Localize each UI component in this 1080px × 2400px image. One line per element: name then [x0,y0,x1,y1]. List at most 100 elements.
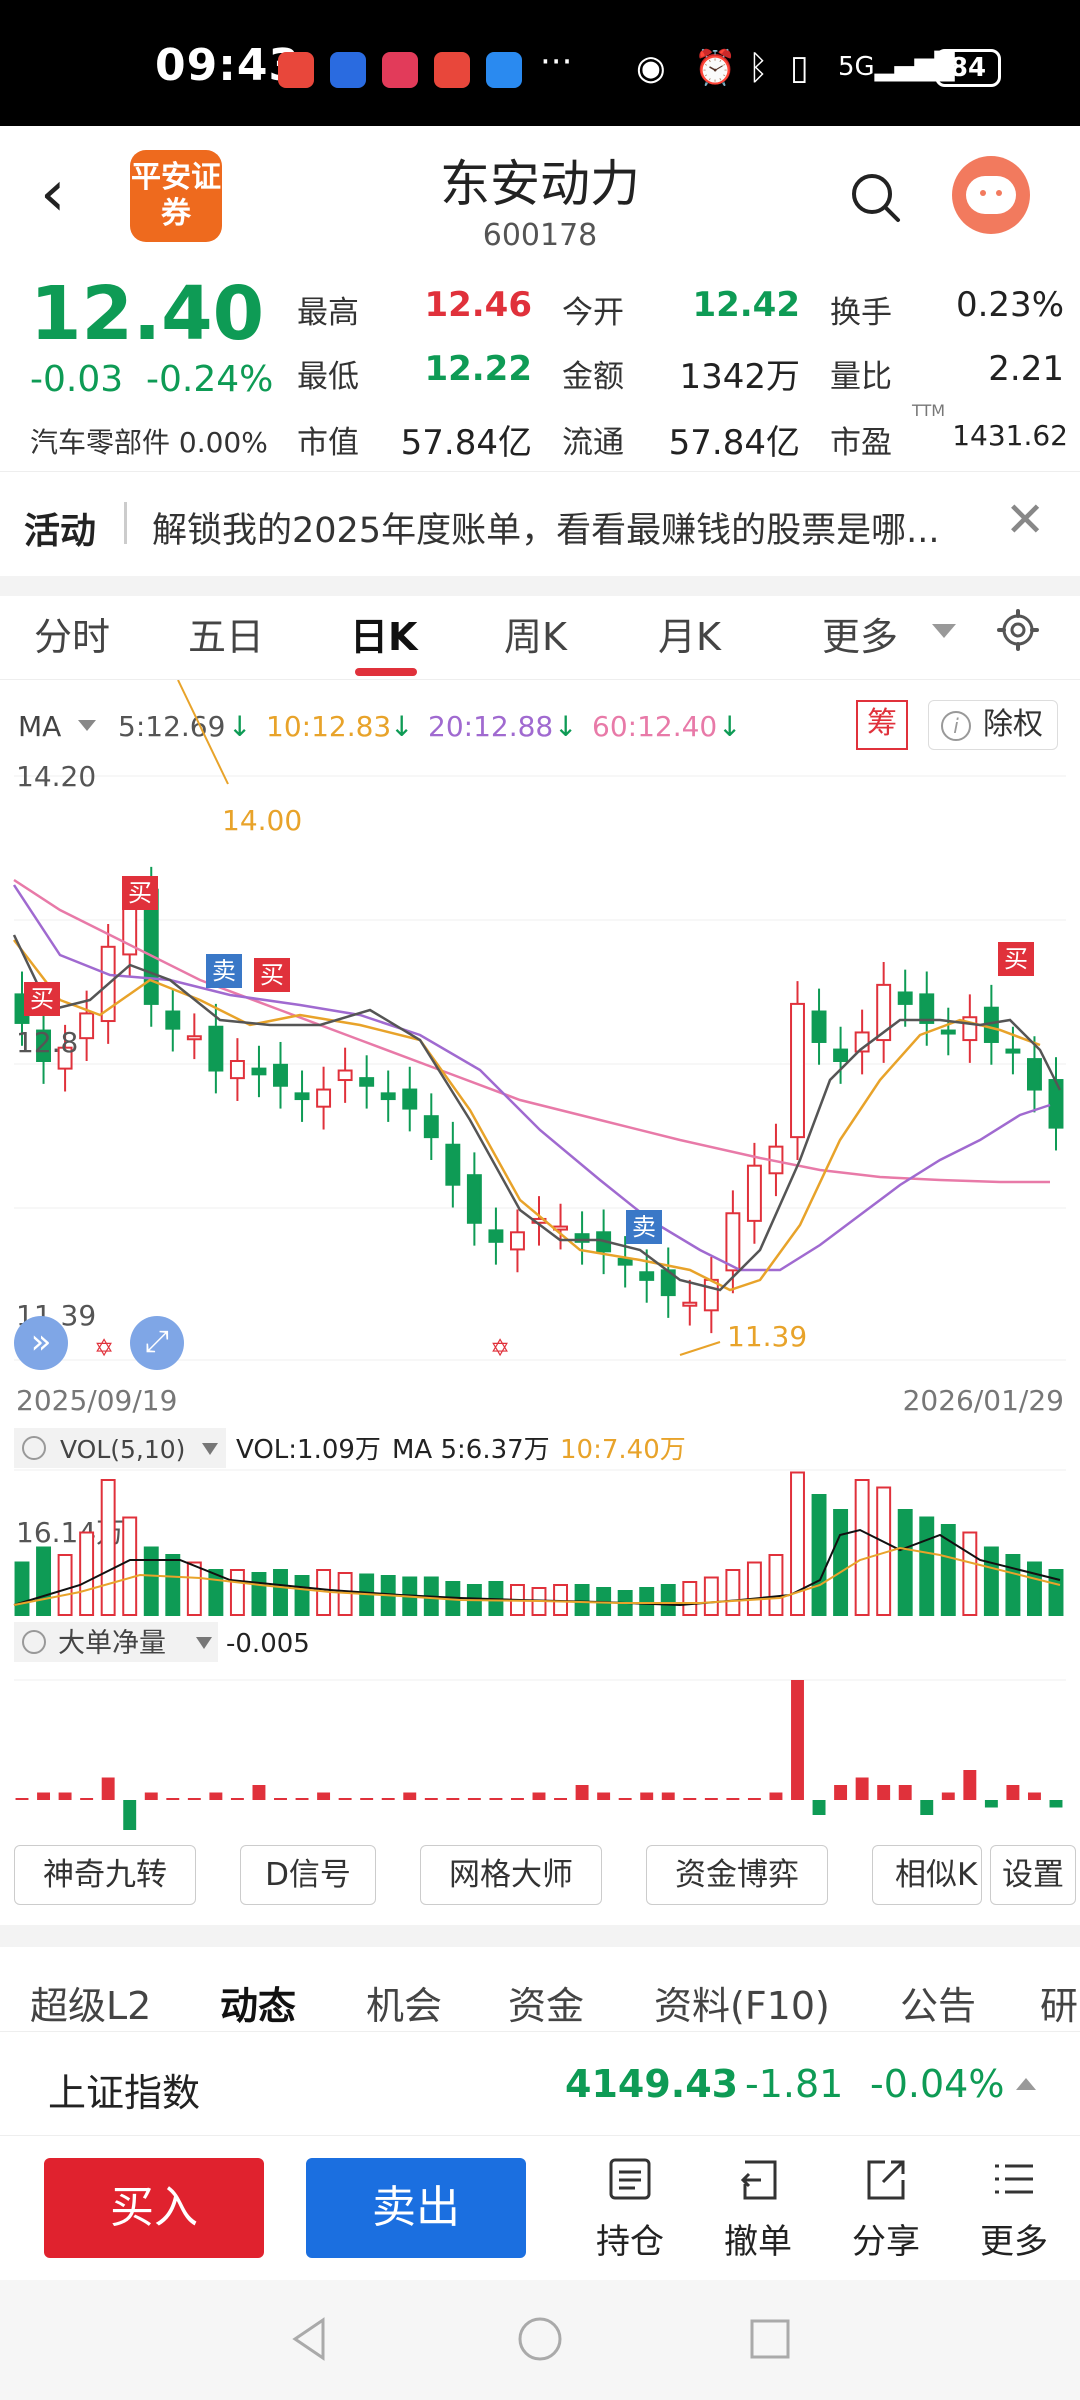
section-gap [0,1925,1080,1947]
candlesticks [14,866,1064,1334]
stat-value: 57.84亿 [400,423,532,463]
tab-more[interactable]: 更多 [822,615,899,659]
candle-body [273,1063,288,1087]
vol-indicator-label: VOL(5,10) [60,1435,185,1464]
buy-signal-tag[interactable]: 买 [24,982,60,1016]
tab-funds[interactable]: 资金 [508,1984,585,2028]
candle-body [725,1212,741,1272]
nav-home-icon[interactable] [515,2314,565,2364]
chevron-down-icon[interactable] [932,624,956,638]
volume-bar [790,1471,805,1616]
kline-chart-area[interactable]: MA 5:12.69 ↓ 10:12.83 ↓ 20:12.88 ↓ 60:12… [0,680,1080,1850]
industry-sector[interactable]: 汽车零部件 0.00% [30,426,268,459]
similar-k-button[interactable]: 相似K [872,1845,982,1905]
tab-opportunity[interactable]: 机会 [366,1984,443,2028]
y-axis-mid: 12.8 [16,1026,78,1059]
position-button[interactable]: 持仓 [585,2154,675,2263]
sell-signal-tag[interactable]: 卖 [206,954,242,988]
nav-recents-icon[interactable] [745,2314,795,2364]
buy-button[interactable]: 买入 [44,2158,264,2258]
broker-logo[interactable]: 平安证券 [130,150,222,242]
volume-bar [854,1479,870,1616]
chevron-up-icon[interactable] [1016,2078,1036,2090]
magic-nine-button[interactable]: 神奇九转 [14,1845,196,1905]
candle-body [294,1092,310,1101]
share-button[interactable]: 分享 [841,2154,931,2263]
stock-header: ‹ 平安证券 东安动力 600178 [0,126,1080,271]
caret-down-icon[interactable] [202,1443,218,1455]
tab-weekly-k[interactable]: 周K [504,615,567,659]
tab-dynamics[interactable]: 动态 [220,1984,297,2028]
vol-indicator-chip[interactable] [14,1428,226,1468]
svg-text:买: 买 [30,985,54,1013]
ex-rights-button[interactable]: i 除权 [928,700,1058,750]
tab-daily-k[interactable]: 日K [350,615,418,659]
big-order-bar [704,1798,718,1800]
ma5-line [12,934,1062,1292]
volume-bar [940,1524,956,1616]
volume-bar [294,1575,310,1616]
volume-bar [251,1572,267,1616]
activity-text[interactable]: 解锁我的2025年度账单，看看最赚钱的股票是哪... [152,511,940,551]
tab-f10[interactable]: 资料(F10) [654,1984,830,2028]
tab-intraday[interactable]: 分时 [34,615,111,659]
settings-button[interactable]: 设置 [990,1845,1076,1905]
big-order-bar [834,1785,848,1800]
big-order-bar [963,1770,977,1800]
candle-body [574,1233,590,1243]
big-order-bar [424,1798,438,1800]
close-icon[interactable]: ✕ [1005,492,1046,548]
market-index-row[interactable]: 上证指数 4149.43 -1.81 -0.04% [0,2032,1080,2132]
d-signal-button[interactable]: D信号 [240,1845,376,1905]
low-price-label: 11.39 [727,1320,807,1353]
capital-game-button[interactable]: 资金博弈 [646,1845,828,1905]
candle-body [746,1164,762,1222]
candle-body [897,991,913,1005]
big-order-bar [747,1798,761,1800]
chip-distribution-button[interactable]: 筹 [856,700,908,750]
ma10-line [13,939,1041,1292]
event-star-icon[interactable]: ✡ [94,1334,114,1362]
x-axis-start-date: 2025/09/19 [16,1384,177,1417]
more-notifications-icon: ··· [540,42,573,82]
volume-bar [208,1569,224,1616]
big-order-chip[interactable] [14,1622,218,1662]
volume-bar [57,1554,73,1616]
cancel-order-button[interactable]: 撤单 [713,2154,803,2263]
sell-button[interactable]: 卖出 [306,2158,526,2258]
candle-body [36,1029,52,1063]
tab-announcements[interactable]: 公告 [900,1984,977,2028]
activity-banner[interactable]: 活动 解锁我的2025年度账单，看看最赚钱的股票是哪... ✕ [0,471,1080,576]
candle-body [509,1231,525,1251]
tab-five-day[interactable]: 五日 [188,615,265,659]
down-arrow-icon: ↓ [718,710,742,743]
caret-down-icon[interactable] [196,1637,212,1649]
event-star-icon[interactable]: ✡ [490,1334,510,1362]
search-icon[interactable] [848,170,904,226]
big-order-bar [532,1792,546,1800]
tab-monthly-k[interactable]: 月K [658,615,721,659]
grid-master-button[interactable]: 网格大师 [420,1845,602,1905]
caret-down-icon[interactable] [78,720,96,731]
gear-icon[interactable] [996,608,1040,652]
expand-indicators-icon[interactable]: » [14,1316,68,1370]
assistant-avatar-button[interactable] [952,156,1030,234]
back-button[interactable]: ‹ [40,157,66,231]
app-notification-icon [330,52,366,88]
buy-signal-tag[interactable]: 买 [122,876,158,910]
ma-selector[interactable]: MA [18,710,62,743]
buy-signal-tag[interactable]: 买 [998,942,1034,976]
fullscreen-icon[interactable]: ⤢ [130,1316,184,1370]
down-arrow-icon: ↓ [390,710,414,743]
vol-ma10-line [13,1546,1061,1606]
tab-research[interactable]: 研 [1040,1984,1079,2028]
candle-body [1005,1048,1021,1054]
sell-signal-tag[interactable]: 卖 [626,1210,662,1244]
volume-bar [897,1509,913,1616]
tab-super-l2[interactable]: 超级L2 [30,1984,152,2028]
more-button[interactable]: 更多 [969,2154,1059,2263]
vol-ma10: 10:7.40万 [560,1435,686,1465]
candle-body [316,1088,332,1108]
buy-signal-tag[interactable]: 买 [254,958,290,992]
nav-back-icon[interactable] [285,2314,335,2364]
